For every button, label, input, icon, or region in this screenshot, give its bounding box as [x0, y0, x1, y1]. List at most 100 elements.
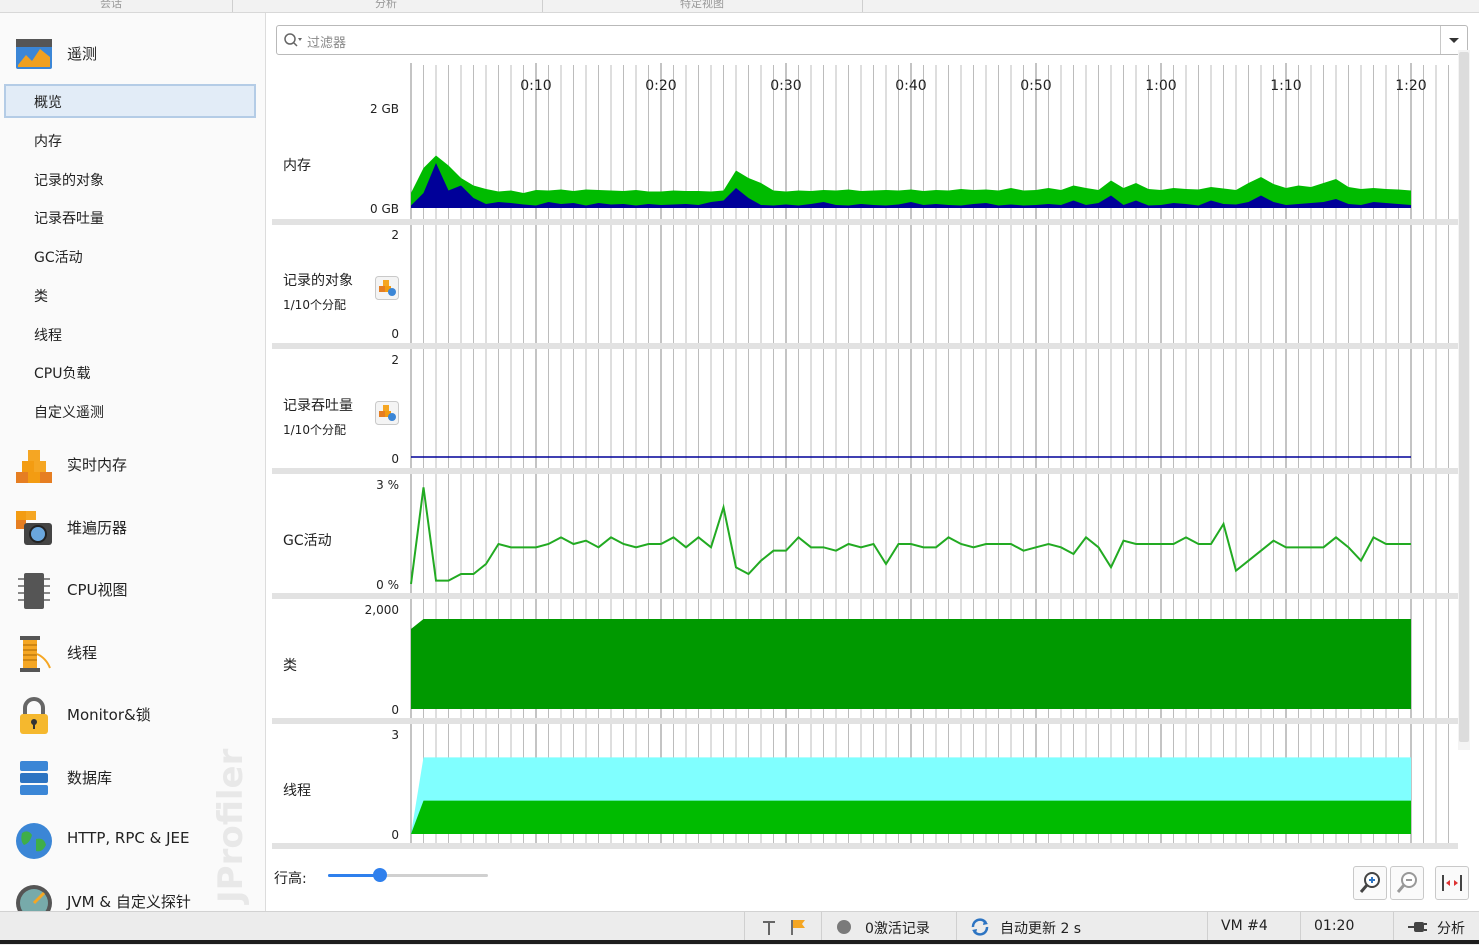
sidebar-item-overview[interactable]: 概览 — [4, 84, 256, 118]
tab-separator — [542, 0, 543, 12]
y-axis-max-label: 2 GB — [370, 102, 399, 116]
sidebar-item-label: 类 — [34, 289, 48, 305]
row-sub-recorded-objects: 1/10个分配 — [283, 298, 346, 312]
row-separator — [272, 843, 1458, 849]
sidebar-item-memory[interactable]: 内存 — [4, 124, 254, 156]
top-tab-strip: 会话 分析 特定视图 — [0, 0, 1479, 13]
sidebar-section-http-rpc-jee[interactable]: HTTP, RPC & JEE — [0, 813, 265, 863]
time-axis-tick-label: 0:30 — [770, 78, 801, 94]
sidebar-section-databases[interactable]: 数据库 — [0, 751, 265, 801]
row-separator — [272, 468, 1458, 474]
sidebar-item-classes[interactable]: 类 — [4, 279, 254, 311]
telemetry-chart: 0:10 0:20 0:30 0:40 0:50 1:00 1:10 1:20 2 GB 0 GB… — [272, 63, 1458, 849]
sidebar-section-live-memory[interactable]: 实时内存 — [0, 438, 265, 488]
y-axis-max-label: 2 — [391, 228, 399, 242]
tab-session[interactable]: 会话 — [100, 0, 122, 10]
memory-committed-area — [411, 155, 1411, 208]
status-time-text: 01:20 — [1314, 918, 1355, 934]
status-mode-text: 分析 — [1437, 921, 1465, 937]
scrollbar-thumb[interactable] — [1459, 52, 1469, 742]
sidebar-section-telemetry[interactable]: 遥测 — [0, 27, 265, 77]
status-mode[interactable]: 分析 — [1393, 912, 1479, 942]
status-recordings-text: 0激活记录 — [865, 921, 930, 937]
record-indicator-icon — [837, 920, 851, 934]
filter-box[interactable]: 过滤器 — [276, 25, 1468, 55]
zoom-out-icon — [1396, 872, 1417, 893]
probes-icon — [16, 885, 52, 911]
sidebar-section-label: 数据库 — [67, 769, 113, 787]
fit-to-window-button[interactable] — [1435, 866, 1469, 900]
sidebar-section-cpu-views[interactable]: CPU视图 — [0, 563, 265, 613]
sidebar: 遥测 概览 内存 记录的对象 记录吞吐量 GC活动 类 线程 CPU负载 自定义… — [0, 13, 266, 911]
row-height-slider-track[interactable] — [328, 874, 488, 877]
filter-history-dropdown[interactable] — [1440, 26, 1467, 54]
row-height-label: 行高: — [274, 871, 307, 887]
row-label-memory: 内存 — [283, 158, 311, 174]
threads-runnable-area — [411, 800, 1411, 834]
tab-analyze[interactable]: 分析 — [375, 0, 397, 10]
status-bar: 0激活记录 自动更新 2 s VM #4 01:20 分析 — [0, 911, 1479, 945]
time-axis-tick-label: 1:10 — [1270, 78, 1301, 94]
pin-icon — [763, 921, 775, 935]
row-label-threads: 线程 — [283, 783, 311, 799]
record-objects-button[interactable] — [375, 276, 399, 300]
zoom-out-button[interactable] — [1390, 866, 1424, 900]
sidebar-section-label: CPU视图 — [67, 581, 128, 599]
sidebar-item-threads[interactable]: 线程 — [4, 318, 254, 350]
live-memory-icon — [16, 450, 52, 483]
row-label-classes: 类 — [283, 658, 297, 674]
lock-icon — [20, 697, 48, 734]
time-axis-tick-label: 0:10 — [520, 78, 551, 94]
status-autoupdate[interactable]: 自动更新 2 s — [956, 912, 1207, 942]
y-axis-max-label: 3 — [391, 728, 399, 742]
y-axis-max-label: 3 % — [376, 478, 399, 492]
tab-separator — [232, 0, 233, 12]
status-time: 01:20 — [1300, 912, 1393, 942]
zoom-in-button[interactable] — [1353, 866, 1387, 900]
sidebar-item-recorded-objects[interactable]: 记录的对象 — [4, 163, 254, 195]
status-bookmarks[interactable] — [744, 912, 821, 942]
row-label-recorded-objects: 记录的对象 — [283, 273, 353, 289]
status-vm-text: VM #4 — [1221, 918, 1268, 934]
memory-used-area — [411, 163, 1411, 208]
filter-placeholder: 过滤器 — [307, 36, 347, 51]
sidebar-item-label: 概览 — [34, 95, 62, 111]
threads-icon — [20, 636, 51, 672]
sidebar-item-gc-activity[interactable]: GC活动 — [4, 240, 254, 272]
watermark-text: JProfiler — [211, 748, 251, 905]
globe-icon — [16, 823, 52, 859]
vertical-scrollbar[interactable] — [1458, 50, 1470, 750]
sidebar-section-label: Monitor&锁 — [67, 706, 151, 724]
sidebar-section-jvm-probes[interactable]: JVM & 自定义探针 — [0, 875, 265, 911]
sidebar-section-heap-walker[interactable]: 堆遍历器 — [0, 501, 265, 551]
y-axis-min-label: 0 — [391, 452, 399, 466]
sidebar-item-label: CPU负载 — [34, 366, 91, 382]
time-axis-tick-label: 0:50 — [1020, 78, 1051, 94]
sidebar-item-custom-telemetry[interactable]: 自定义遥测 — [4, 395, 254, 427]
sidebar-section-label: 实时内存 — [67, 456, 128, 474]
row-separator — [272, 343, 1458, 349]
sidebar-section-monitors-locks[interactable]: Monitor&锁 — [0, 688, 265, 738]
zoom-in-icon — [1359, 872, 1380, 893]
search-icon — [284, 33, 302, 47]
row-sub-recording-throughput: 1/10个分配 — [283, 423, 346, 437]
row-label-recording-throughput: 记录吞吐量 — [283, 398, 353, 414]
row-separator — [272, 219, 1458, 225]
sidebar-item-label: 线程 — [34, 328, 62, 344]
sidebar-item-cpu-load[interactable]: CPU负载 — [4, 356, 254, 388]
time-axis-tick-label: 0:40 — [895, 78, 926, 94]
y-axis-max-label: 2,000 — [365, 603, 399, 617]
status-recordings[interactable]: 0激活记录 — [821, 912, 956, 942]
sidebar-item-recording-throughput[interactable]: 记录吞吐量 — [4, 201, 254, 233]
record-throughput-button[interactable] — [375, 401, 399, 425]
row-height-slider-knob[interactable] — [373, 868, 387, 882]
telemetry-icon — [16, 39, 52, 69]
sidebar-section-label: 堆遍历器 — [67, 519, 128, 537]
y-axis-min-label: 0 — [391, 703, 399, 717]
tab-view-specific[interactable]: 特定视图 — [680, 0, 724, 10]
status-vm: VM #4 — [1207, 912, 1300, 942]
window-bottom-edge — [0, 940, 1479, 944]
sidebar-section-threads[interactable]: 线程 — [0, 626, 265, 676]
y-axis-min-label: 0 — [391, 327, 399, 341]
row-label-gc-activity: GC活动 — [283, 533, 332, 549]
